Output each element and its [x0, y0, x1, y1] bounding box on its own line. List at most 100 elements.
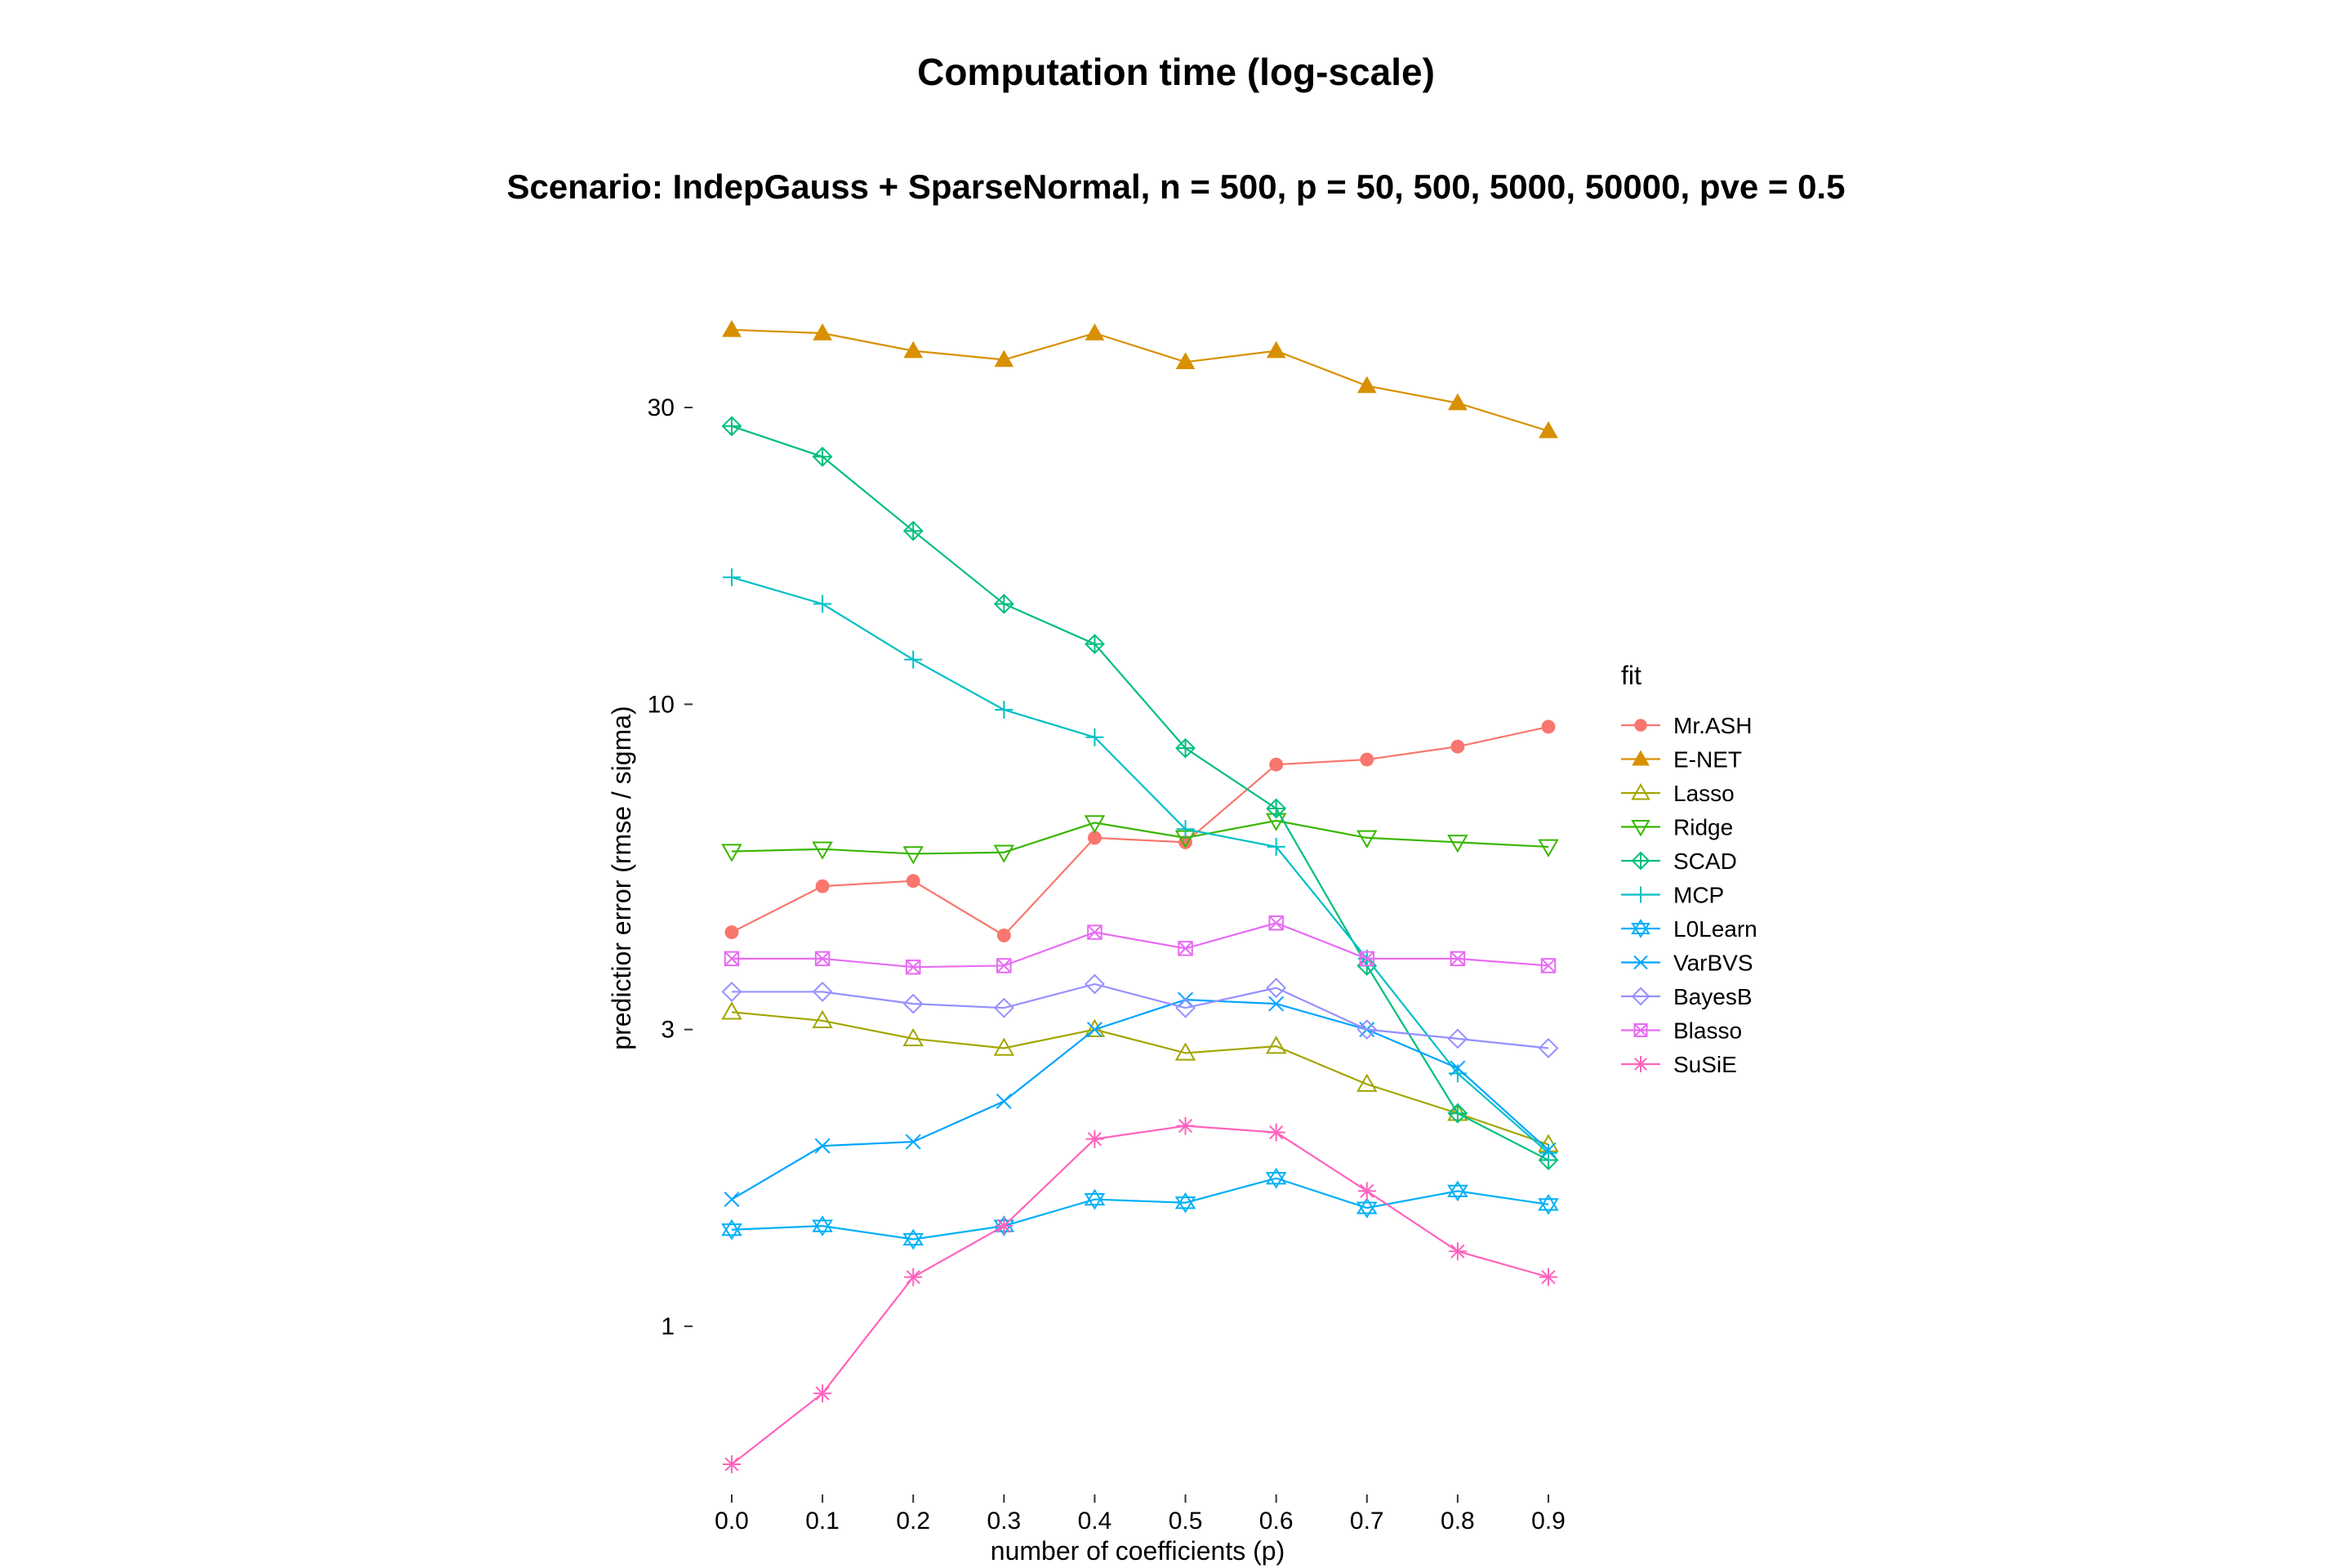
data-point-blasso: [905, 959, 921, 975]
series-varbvs: [724, 991, 1557, 1208]
legend-key-marker: [1634, 719, 1647, 732]
series-susie: [723, 1116, 1557, 1474]
data-point-susie: [995, 1217, 1013, 1236]
legend-key-marker: [1632, 750, 1650, 766]
data-point-mr-ash: [996, 929, 1011, 942]
data-point-mcp: [1176, 820, 1195, 839]
series-e-net: [722, 319, 1558, 439]
data-point-susie: [813, 1384, 832, 1403]
data-point-e-net: [1175, 352, 1196, 370]
legend-item-e-net: E-NET: [1621, 747, 1742, 773]
data-point-e-net: [722, 319, 742, 337]
legend-item-susie: SuSiE: [1621, 1052, 1737, 1077]
series-line-varbvs: [731, 999, 1549, 1200]
series-line-e-net: [731, 328, 1549, 432]
legend-title: fit: [1621, 661, 1642, 690]
series-blasso: [724, 915, 1557, 975]
legend-key-marker: [1631, 851, 1650, 871]
data-point-blasso: [814, 951, 831, 967]
data-point-lasso: [1174, 1042, 1196, 1061]
legend-item-mcp: MCP: [1621, 883, 1724, 908]
series-scad: [721, 416, 1559, 1170]
legend-key-marker: [1631, 820, 1650, 837]
data-point-ridge: [1447, 835, 1468, 853]
data-point-e-net: [1448, 393, 1468, 411]
data-point-l0learn: [1538, 1193, 1559, 1215]
data-point-bayesb: [721, 982, 742, 1002]
data-point-ridge: [993, 844, 1015, 863]
x-tick-label: 0.0: [715, 1508, 749, 1535]
legend-label: Lasso: [1673, 781, 1735, 806]
y-axis-title: predictior error (rmse / sigma): [607, 706, 636, 1049]
data-point-scad: [1085, 634, 1105, 654]
legend: fit Mr.ASH E-NET Lasso Ridge SCAD MCP L0Learn V…: [1621, 661, 1757, 1077]
data-point-ridge: [902, 846, 924, 865]
y-tick-label: 10: [648, 691, 675, 718]
data-point-scad: [1266, 798, 1287, 819]
legend-label: Mr.ASH: [1673, 713, 1752, 738]
y-tick-label: 30: [648, 394, 675, 421]
data-point-e-net: [1539, 421, 1558, 439]
data-point-scad: [902, 520, 924, 541]
data-point-l0learn: [1447, 1180, 1468, 1202]
data-point-bayesb: [1175, 997, 1196, 1018]
data-point-mr-ash: [1450, 739, 1465, 754]
data-point-e-net: [903, 341, 924, 359]
y-tick-label: 3: [661, 1017, 675, 1044]
data-point-blasso: [1359, 951, 1375, 967]
data-point-susie: [723, 1455, 741, 1474]
x-tick-label: 0.1: [805, 1508, 840, 1535]
legend-label: BayesB: [1673, 984, 1753, 1009]
data-point-susie: [1176, 1116, 1195, 1135]
chart-title: Computation time (log-scale): [917, 51, 1435, 93]
legend-item-l0learn: L0Learn: [1621, 916, 1757, 942]
data-point-varbvs: [724, 1192, 740, 1208]
data-point-varbvs: [1450, 1060, 1466, 1076]
data-point-scad: [721, 416, 742, 437]
data-point-mcp: [813, 595, 832, 613]
x-tick-label: 0.5: [1169, 1508, 1203, 1535]
data-point-susie: [904, 1267, 923, 1286]
data-point-mcp: [1085, 728, 1104, 746]
x-tick-label: 0.9: [1531, 1508, 1566, 1535]
plot-area: [721, 319, 1559, 1474]
data-point-susie: [1085, 1129, 1104, 1148]
data-point-l0learn: [812, 1215, 833, 1237]
x-tick-label: 0.8: [1441, 1508, 1475, 1535]
chart-subtitle: Scenario: IndepGauss + SparseNormal, n =…: [507, 167, 1846, 206]
data-point-lasso: [902, 1027, 924, 1047]
data-point-blasso: [1450, 951, 1466, 967]
data-point-varbvs: [814, 1138, 831, 1154]
data-point-varbvs: [1268, 996, 1285, 1012]
data-point-mcp: [904, 650, 923, 669]
legend-key-marker: [1633, 1056, 1649, 1072]
data-point-scad: [1447, 1102, 1468, 1124]
x-axis: 0.0 0.1 0.2 0.3 0.4 0.5 0.6 0.7 0.8 0.9: [715, 1494, 1566, 1535]
legend-label: Blasso: [1673, 1018, 1742, 1044]
data-point-varbvs: [996, 1094, 1012, 1110]
data-point-scad: [1175, 737, 1196, 759]
data-point-mcp: [1539, 1143, 1557, 1162]
data-point-mr-ash: [724, 925, 739, 939]
series-line-scad: [731, 425, 1549, 1161]
data-point-e-net: [994, 350, 1014, 368]
legend-item-varbvs: VarBVS: [1621, 951, 1753, 976]
data-point-lasso: [812, 1009, 833, 1029]
y-tick-label: 1: [661, 1313, 675, 1340]
x-axis-title: number of coefficients (p): [991, 1536, 1285, 1566]
data-point-mr-ash: [1541, 719, 1556, 734]
data-point-ridge: [1084, 815, 1106, 834]
data-point-l0learn: [721, 1218, 742, 1241]
data-point-varbvs: [1086, 1022, 1102, 1038]
data-point-bayesb: [1085, 973, 1105, 995]
legend-item-bayesb: BayesB: [1621, 984, 1753, 1009]
y-axis: 1 3 10 30: [648, 394, 693, 1340]
data-point-varbvs: [1540, 1142, 1557, 1158]
series-lasso: [721, 1001, 1559, 1152]
data-point-susie: [1448, 1242, 1467, 1261]
data-point-scad: [993, 594, 1014, 614]
series-line-ridge: [731, 819, 1549, 855]
data-point-l0learn: [902, 1228, 924, 1250]
data-point-blasso: [724, 951, 740, 967]
legend-label: VarBVS: [1673, 951, 1753, 976]
